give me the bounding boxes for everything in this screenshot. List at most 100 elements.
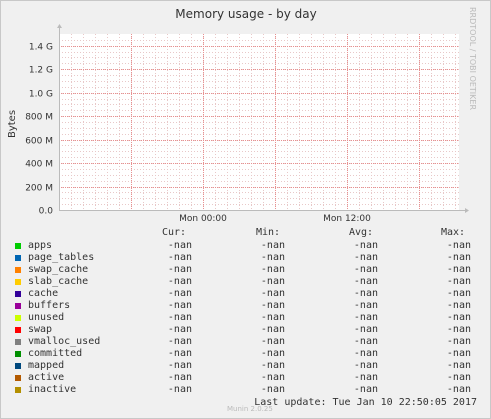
legend-cur-value: -nan [167,264,192,275]
y-tick-label: 1.4 G [29,43,53,53]
legend-avg-value: -nan [353,276,378,287]
legend-swatch [15,339,21,345]
legend-min-value: -nan [260,288,285,299]
munin-version: Munin 2.0.25 [227,405,273,413]
legend-cur-value: -nan [167,312,192,323]
legend-min-value: -nan [260,276,285,287]
y-tick-label: 800 M [25,113,53,123]
legend-series-name: mapped [28,360,65,371]
legend-max-value: -nan [446,300,471,311]
legend-cur-value: -nan [167,372,192,383]
y-tick-label: 1.0 G [29,90,53,100]
legend-avg-value: -nan [353,252,378,263]
y-axis-label: Bytes [7,110,18,138]
legend-max-value: -nan [446,336,471,347]
legend-max-value: -nan [446,288,471,299]
legend-series-name: slab_cache [28,276,89,287]
legend-swatch [15,375,21,381]
legend-avg-value: -nan [353,288,378,299]
legend-cur-value: -nan [167,300,192,311]
legend-avg-value: -nan [353,300,378,311]
legend-swatch [15,315,21,321]
legend-min-value: -nan [260,240,285,251]
legend-swatch [15,351,21,357]
legend-avg-value: -nan [353,324,378,335]
rrdtool-watermark: RRDTOOL / TOBI OETIKER [468,7,477,110]
legend-max-value: -nan [446,360,471,371]
legend-cur-value: -nan [167,324,192,335]
legend-swatch [15,267,21,273]
legend-max-value: -nan [446,276,471,287]
legend-series-name: committed [28,348,83,359]
legend-min-value: -nan [260,384,285,395]
y-tick-label: 0.0 [39,207,54,217]
legend-max-value: -nan [446,384,471,395]
legend-swatch [15,255,21,261]
legend-min-value: -nan [260,312,285,323]
legend-row: swap_cache -nan -nan -nan -nan [1,264,490,276]
plot-area: 0.0 200 M 400 M 600 M 800 M 1.0 G 1.2 G 1.4 G Mo… [25,24,469,224]
legend-swatch [15,387,21,393]
legend-series-name: swap [28,324,53,335]
x-tick-label: Mon 00:00 [179,214,227,224]
legend-avg-value: -nan [353,348,378,359]
legend-min-value: -nan [260,372,285,383]
y-tick-label: 200 M [25,184,53,194]
legend-row: committed -nan -nan -nan -nan [1,348,490,360]
legend-swatch [15,291,21,297]
legend-series-name: unused [28,312,65,323]
legend-series-name: inactive [28,384,77,395]
legend-cur-value: -nan [167,348,192,359]
legend-row: inactive -nan -nan -nan -nan [1,384,490,396]
legend-avg-value: -nan [353,384,378,395]
legend-row: vmalloc_used -nan -nan -nan -nan [1,336,490,348]
legend-avg-value: -nan [353,360,378,371]
legend-swatch [15,243,21,249]
legend-avg-value: -nan [353,312,378,323]
legend-series-name: buffers [28,300,71,311]
legend-min-value: -nan [260,348,285,359]
x-tick-label: Mon 12:00 [323,214,371,224]
legend-max-value: -nan [446,324,471,335]
legend-cur-value: -nan [167,252,192,263]
legend-swatch [15,363,21,369]
legend-max-value: -nan [446,252,471,263]
legend-max-value: -nan [446,372,471,383]
legend-row: cache -nan -nan -nan -nan [1,288,490,300]
legend-avg-value: -nan [353,336,378,347]
legend-min-value: -nan [260,252,285,263]
y-tick-label: 600 M [25,137,53,147]
legend-cur-value: -nan [167,360,192,371]
header-avg: Avg: [349,227,374,238]
legend-max-value: -nan [446,240,471,251]
legend-row: buffers -nan -nan -nan -nan [1,300,490,312]
legend-row: apps -nan -nan -nan -nan [1,240,490,252]
legend-min-value: -nan [260,324,285,335]
legend-cur-value: -nan [167,336,192,347]
legend-series-name: active [28,372,65,383]
legend-cur-value: -nan [167,288,192,299]
legend-row: slab_cache -nan -nan -nan -nan [1,276,490,288]
legend-cur-value: -nan [167,240,192,251]
legend-series-name: swap_cache [28,264,89,275]
chart-title: Memory usage - by day [175,7,316,21]
header-cur: Cur: [162,227,187,238]
legend-max-value: -nan [446,312,471,323]
legend-avg-value: -nan [353,240,378,251]
last-update: Last update: Tue Jan 10 22:50:05 2017 [254,397,477,408]
legend-max-value: -nan [446,348,471,359]
legend-swatch [15,327,21,333]
legend-series-name: cache [28,288,59,299]
chart: Memory usage - by day Bytes RRDTOOL / TO… [7,7,477,224]
x-axis-arrow [465,208,469,213]
y-tick-label: 1.2 G [29,66,53,76]
legend-cur-value: -nan [167,276,192,287]
legend-avg-value: -nan [353,372,378,383]
legend-min-value: -nan [260,300,285,311]
legend-row: swap -nan -nan -nan -nan [1,324,490,336]
legend-series-name: page_tables [28,252,95,263]
legend-avg-value: -nan [353,264,378,275]
legend-swatch [15,279,21,285]
legend-series-name: apps [28,240,53,251]
